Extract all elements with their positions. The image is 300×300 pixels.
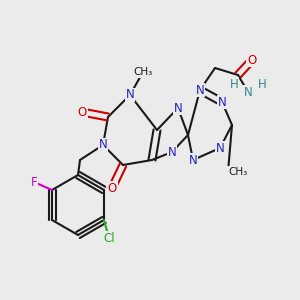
Text: N: N	[216, 142, 224, 154]
Text: N: N	[244, 85, 252, 98]
Text: O: O	[77, 106, 87, 118]
Text: Cl: Cl	[103, 232, 115, 244]
Text: F: F	[31, 176, 37, 188]
Text: H: H	[230, 77, 238, 91]
Text: H: H	[258, 77, 266, 91]
Text: CH₃: CH₃	[228, 167, 247, 177]
Text: O: O	[107, 182, 117, 194]
Text: CH₃: CH₃	[134, 67, 153, 77]
Text: N: N	[99, 139, 107, 152]
Text: O: O	[248, 53, 256, 67]
Text: N: N	[174, 101, 182, 115]
Text: N: N	[196, 83, 204, 97]
Text: N: N	[168, 146, 176, 158]
Text: N: N	[218, 95, 226, 109]
Text: N: N	[189, 154, 197, 166]
Text: N: N	[126, 88, 134, 101]
